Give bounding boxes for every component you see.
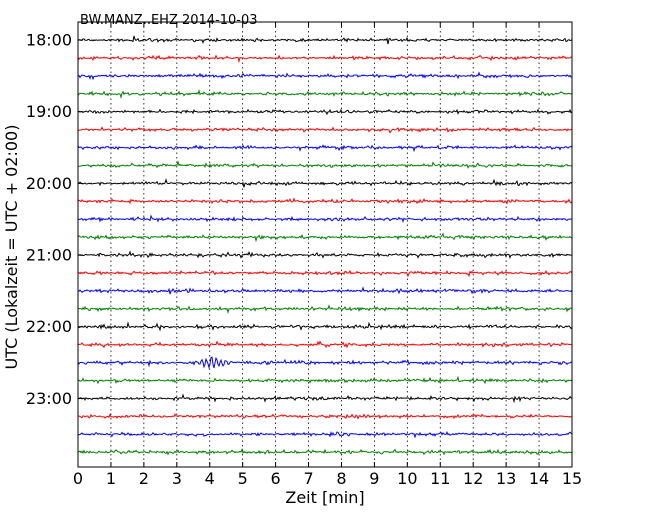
x-tick-label: 11 xyxy=(430,469,450,488)
x-tick-label: 3 xyxy=(172,469,182,488)
trace-line xyxy=(77,393,573,404)
y-tick-label: 23:00 xyxy=(26,389,72,408)
x-tick-label: 10 xyxy=(397,469,417,488)
x-tick-label: 9 xyxy=(369,469,379,488)
trace-line xyxy=(77,269,573,278)
trace-line xyxy=(77,144,573,153)
trace-line xyxy=(77,250,573,259)
y-tick-label: 20:00 xyxy=(26,174,72,193)
y-axis-label: UTC (Lokalzeit = UTC + 02:00) xyxy=(2,125,21,370)
x-axis-label: Zeit [min] xyxy=(285,488,364,507)
y-tick-label: 21:00 xyxy=(26,246,72,265)
trace-line xyxy=(77,356,573,370)
x-tick-label: 4 xyxy=(205,469,215,488)
trace-line xyxy=(77,286,573,295)
x-tick-label: 8 xyxy=(336,469,346,488)
x-tick-label: 15 xyxy=(562,469,582,488)
trace-line xyxy=(77,304,573,314)
y-tick-label: 18:00 xyxy=(26,31,72,50)
x-tick-label: 14 xyxy=(529,469,549,488)
trace-line xyxy=(77,447,573,456)
trace-line xyxy=(77,54,573,64)
chart-title: BW.MANZ..EHZ 2014-10-03 xyxy=(80,13,258,28)
x-tick-label: 13 xyxy=(496,469,516,488)
y-tick-label: 19:00 xyxy=(26,102,72,121)
trace-line xyxy=(77,71,573,81)
x-tick-label: 7 xyxy=(303,469,313,488)
y-tick-label: 22:00 xyxy=(26,317,72,336)
trace-line xyxy=(77,160,573,169)
trace-line xyxy=(77,108,573,116)
trace-line xyxy=(77,375,573,385)
x-tick-label: 6 xyxy=(271,469,281,488)
x-tick-label: 0 xyxy=(73,469,83,488)
trace-line xyxy=(77,126,573,134)
x-tick-label: 12 xyxy=(463,469,483,488)
trace-line xyxy=(77,232,573,243)
plot-frame xyxy=(77,21,573,468)
x-tick-label: 1 xyxy=(106,469,116,488)
trace-line xyxy=(77,214,573,223)
x-tick-label: 2 xyxy=(139,469,149,488)
trace-line xyxy=(77,413,573,420)
x-tick-label: 5 xyxy=(238,469,248,488)
trace-line xyxy=(77,197,573,205)
trace-line xyxy=(77,178,573,188)
trace-line xyxy=(77,35,573,45)
trace-line xyxy=(77,340,573,349)
trace-line xyxy=(77,88,573,100)
trace-line xyxy=(77,430,573,439)
trace-line xyxy=(77,321,573,332)
